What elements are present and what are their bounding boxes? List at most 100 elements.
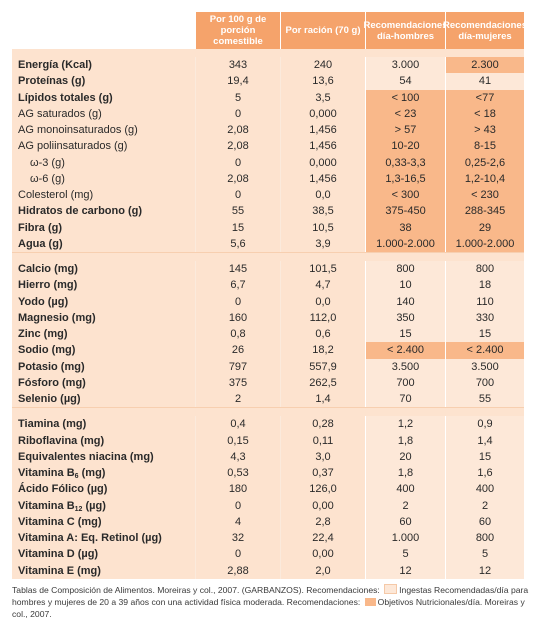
- value-per-100g: 375: [195, 374, 280, 391]
- value-per-100g: 2,08: [195, 170, 280, 187]
- value-per-serving: 3,0: [280, 448, 365, 465]
- value-per-serving: 18,2: [280, 342, 365, 359]
- row-label: Hierro (mg): [12, 277, 195, 294]
- value-per-serving: 10,5: [280, 219, 365, 236]
- value-per-serving: 22,4: [280, 530, 365, 547]
- column-header: Por ración (70 g): [280, 12, 365, 49]
- column-header: [12, 12, 195, 49]
- recommendation-women: 0,25-2,6: [445, 154, 524, 171]
- value-per-serving: 2,0: [280, 562, 365, 579]
- recommendation-men: 3.000: [365, 57, 445, 74]
- value-per-serving: 1,456: [280, 122, 365, 139]
- value-per-serving: 3,5: [280, 89, 365, 106]
- value-per-serving: 101,5: [280, 261, 365, 278]
- value-per-serving: 262,5: [280, 374, 365, 391]
- table-footnote: Tablas de Composición de Alimentos. More…: [12, 584, 532, 620]
- recommendation-men: 12: [365, 562, 445, 579]
- recommendation-men: 1,3-16,5: [365, 170, 445, 187]
- value-per-100g: 343: [195, 57, 280, 74]
- row-label: Vitamina D (µg): [12, 546, 195, 563]
- row-label: Vitamina B6 (mg): [12, 465, 195, 482]
- row-label: Magnesio (mg): [12, 309, 195, 326]
- value-per-serving: 0,0: [280, 293, 365, 310]
- value-per-serving: 4,7: [280, 277, 365, 294]
- column-header: Por 100 g de porción comestible: [195, 12, 280, 49]
- subscript: 12: [74, 505, 83, 513]
- value-per-100g: 0,53: [195, 465, 280, 482]
- row-label: AG saturados (g): [12, 105, 195, 122]
- recommendation-men: < 100: [365, 89, 445, 106]
- recommendation-men: 20: [365, 448, 445, 465]
- group-spacer: [12, 407, 524, 417]
- row-label: Riboflavina (mg): [12, 432, 195, 449]
- row-label: Potasio (mg): [12, 358, 195, 375]
- recommendation-women: 60: [445, 513, 524, 530]
- recommendation-men: 140: [365, 293, 445, 310]
- recommendation-women: 2.300: [445, 57, 524, 74]
- recommendation-men: 800: [365, 261, 445, 278]
- recommendation-women: 15: [445, 448, 524, 465]
- value-per-serving: 13,6: [280, 73, 365, 90]
- value-per-serving: 126,0: [280, 481, 365, 498]
- value-per-100g: 19,4: [195, 73, 280, 90]
- row-label: Tiamina (mg): [12, 416, 195, 433]
- recommendation-women: > 43: [445, 122, 524, 139]
- value-per-serving: 240: [280, 57, 365, 74]
- recommendation-women: 29: [445, 219, 524, 236]
- nutrition-table: Por 100 g de porción comestible Por ració…: [12, 12, 527, 579]
- row-label: Fósforo (mg): [12, 374, 195, 391]
- value-per-100g: 5: [195, 89, 280, 106]
- value-per-100g: 2: [195, 391, 280, 408]
- row-label: Energía (Kcal): [12, 57, 195, 74]
- recommendation-women: 1.000-2.000: [445, 235, 524, 252]
- value-per-100g: 145: [195, 261, 280, 278]
- value-per-100g: 4,3: [195, 448, 280, 465]
- recommendation-men: 400: [365, 481, 445, 498]
- value-per-100g: 2,88: [195, 562, 280, 579]
- row-label: Proteínas (g): [12, 73, 195, 90]
- recommendation-women: 800: [445, 530, 524, 547]
- footnote-source: Tablas de Composición de Alimentos. More…: [12, 585, 383, 595]
- value-per-100g: 0: [195, 497, 280, 514]
- recommendation-women: 1,2-10,4: [445, 170, 524, 187]
- value-per-serving: 0,00: [280, 497, 365, 514]
- recommendation-men: > 57: [365, 122, 445, 139]
- row-label: Vitamina B12 (µg): [12, 497, 195, 514]
- value-per-100g: 0: [195, 546, 280, 563]
- subscript: 6: [74, 473, 79, 480]
- value-per-100g: 0: [195, 293, 280, 310]
- recommendation-men: 1,2: [365, 416, 445, 433]
- recommendation-women: < 230: [445, 187, 524, 204]
- column-header: Recomendaciones día-hombres: [364, 12, 447, 49]
- value-per-100g: 2,08: [195, 138, 280, 155]
- row-label: Equivalentes niacina (mg): [12, 448, 195, 465]
- recommendation-women: 1,6: [445, 465, 524, 482]
- recommendation-women: 288-345: [445, 203, 524, 220]
- group-spacer: [12, 252, 524, 261]
- ingestas-swatch-icon: [384, 584, 398, 594]
- row-label: Agua (g): [12, 235, 195, 252]
- recommendation-women: 41: [445, 73, 524, 90]
- recommendation-men: 70: [365, 391, 445, 408]
- footnote-legend-ingestas: Ingestas Recomendadas/día para hombres y…: [12, 585, 529, 607]
- value-per-serving: 0,0: [280, 187, 365, 204]
- recommendation-men: 1,8: [365, 465, 445, 482]
- value-per-100g: 180: [195, 481, 280, 498]
- value-per-100g: 32: [195, 530, 280, 547]
- row-label: ω-3 (g): [12, 154, 195, 171]
- row-label: Lípidos totales (g): [12, 89, 195, 106]
- value-per-serving: 112,0: [280, 309, 365, 326]
- value-per-100g: 4: [195, 513, 280, 530]
- recommendation-women: 2: [445, 497, 524, 514]
- recommendation-men: 38: [365, 219, 445, 236]
- row-label: Vitamina C (mg): [12, 513, 195, 530]
- recommendation-women: < 18: [445, 105, 524, 122]
- recommendation-men: 1.000-2.000: [365, 235, 445, 252]
- recommendation-men: 2: [365, 497, 445, 514]
- footnote-legend-objetivos: Objetivos Nutricionales/día. Moreiras y …: [12, 597, 525, 619]
- row-label: Hidratos de carbono (g): [12, 203, 195, 220]
- value-per-serving: 0,6: [280, 326, 365, 343]
- objetivos-swatch-icon: [364, 598, 376, 606]
- value-per-serving: 557,9: [280, 358, 365, 375]
